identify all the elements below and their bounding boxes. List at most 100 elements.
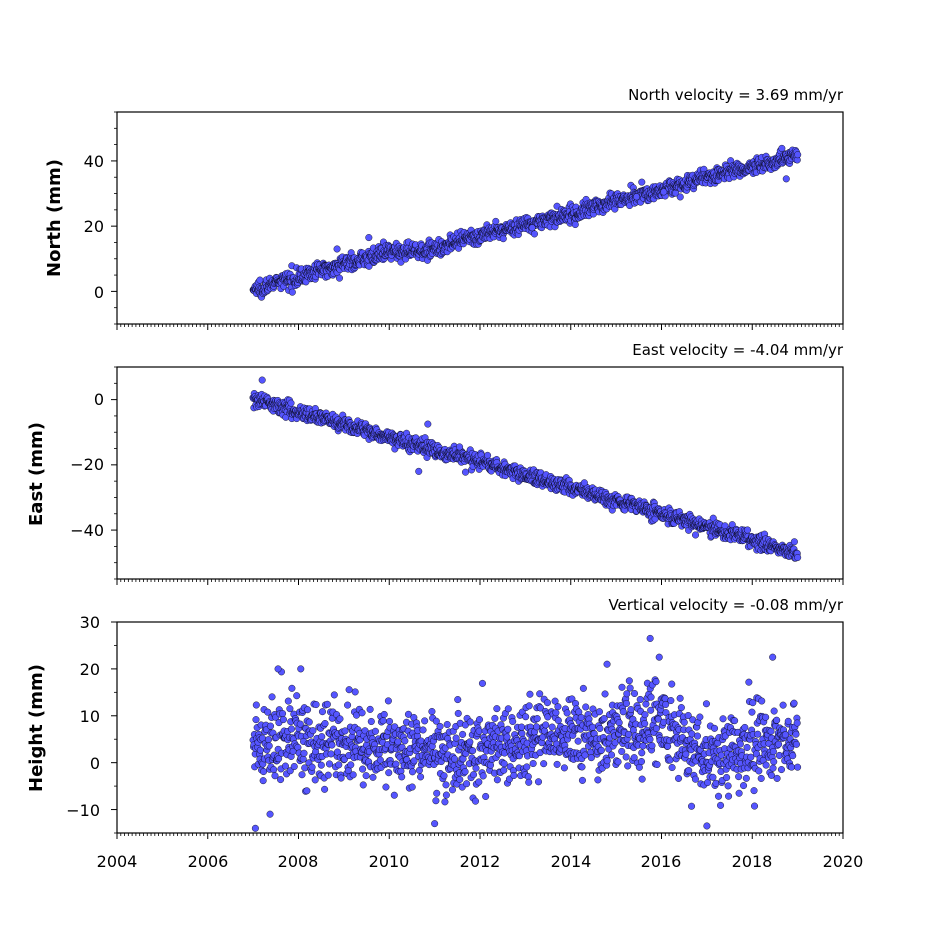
data-point: [386, 717, 394, 725]
data-point: [595, 708, 603, 716]
data-point: [371, 727, 379, 735]
data-point: [442, 781, 450, 789]
data-point: [304, 706, 312, 714]
data-point: [293, 692, 301, 700]
data-point: [503, 733, 511, 741]
data-point: [542, 721, 550, 729]
data-point: [358, 709, 366, 717]
east-ytick-label: −20: [70, 455, 104, 474]
data-point: [751, 802, 759, 810]
data-point: [792, 740, 800, 748]
data-point: [769, 653, 777, 661]
data-point: [767, 727, 775, 735]
data-point: [748, 708, 756, 716]
data-point: [642, 700, 650, 708]
north-axes: [111, 111, 844, 330]
data-point: [523, 763, 531, 771]
data-point: [518, 730, 526, 738]
data-point: [596, 724, 604, 732]
data-point: [479, 772, 487, 780]
data-point: [648, 742, 656, 750]
data-point: [484, 451, 492, 459]
data-point: [553, 760, 561, 768]
data-point: [745, 678, 753, 686]
data-point: [300, 749, 308, 757]
data-point: [646, 735, 654, 743]
data-point: [528, 224, 536, 232]
data-point: [682, 750, 690, 758]
data-point: [260, 768, 268, 776]
data-point: [270, 766, 278, 774]
data-point: [770, 758, 778, 766]
data-point: [419, 726, 427, 734]
data-point: [533, 715, 541, 723]
data-point: [577, 714, 585, 722]
data-point: [251, 824, 259, 832]
data-point: [456, 443, 464, 451]
data-point: [424, 420, 432, 428]
data-point: [762, 761, 770, 769]
data-point: [773, 716, 781, 724]
east-ylabel: East (mm): [26, 422, 47, 526]
data-point: [440, 772, 448, 780]
data-point: [463, 780, 471, 788]
data-point: [284, 697, 292, 705]
data-point: [638, 749, 646, 757]
data-point: [717, 801, 725, 809]
data-point: [529, 760, 537, 768]
data-point: [691, 775, 699, 783]
data-point: [333, 245, 341, 253]
data-point: [709, 773, 717, 781]
data-point: [417, 773, 425, 781]
data-point: [256, 746, 264, 754]
data-point: [470, 771, 478, 779]
data-point: [703, 822, 711, 830]
height-ytick-label: 20: [80, 660, 100, 679]
data-point: [668, 764, 676, 772]
data-point: [530, 230, 538, 238]
data-point: [390, 791, 398, 799]
data-point: [638, 775, 646, 783]
data-point: [472, 764, 480, 772]
data-point: [740, 782, 748, 790]
data-point: [324, 771, 332, 779]
data-point: [298, 771, 306, 779]
data-point: [271, 772, 279, 780]
data-point: [454, 709, 462, 717]
data-point: [258, 376, 266, 384]
data-point: [782, 175, 790, 183]
data-point: [788, 763, 796, 771]
data-point: [792, 730, 800, 738]
data-point: [525, 778, 533, 786]
height-ytick-label: 30: [80, 613, 100, 632]
data-point: [636, 695, 644, 703]
data-point: [252, 701, 260, 709]
data-point: [773, 774, 781, 782]
data-point: [589, 723, 597, 731]
data-point: [323, 700, 331, 708]
data-point: [646, 634, 654, 642]
data-point: [603, 757, 611, 765]
east-points: [249, 376, 802, 562]
xtick-label: 2006: [188, 852, 229, 871]
xtick-label: 2020: [823, 852, 864, 871]
data-point: [351, 688, 359, 696]
data-point: [518, 723, 526, 731]
data-point: [747, 753, 755, 761]
data-point: [408, 783, 416, 791]
data-point: [647, 706, 655, 714]
data-point: [487, 761, 495, 769]
data-point: [692, 531, 700, 539]
data-point: [731, 717, 739, 725]
data-point: [499, 235, 507, 243]
data-point: [735, 789, 743, 797]
data-point: [325, 760, 333, 768]
data-point: [563, 709, 571, 717]
data-point: [493, 705, 501, 713]
data-point: [345, 686, 353, 694]
data-point: [743, 743, 751, 751]
data-point: [618, 683, 626, 691]
data-point: [321, 785, 329, 793]
east-panel-title: East velocity = -4.04 mm/yr: [632, 341, 844, 359]
data-point: [441, 798, 449, 806]
